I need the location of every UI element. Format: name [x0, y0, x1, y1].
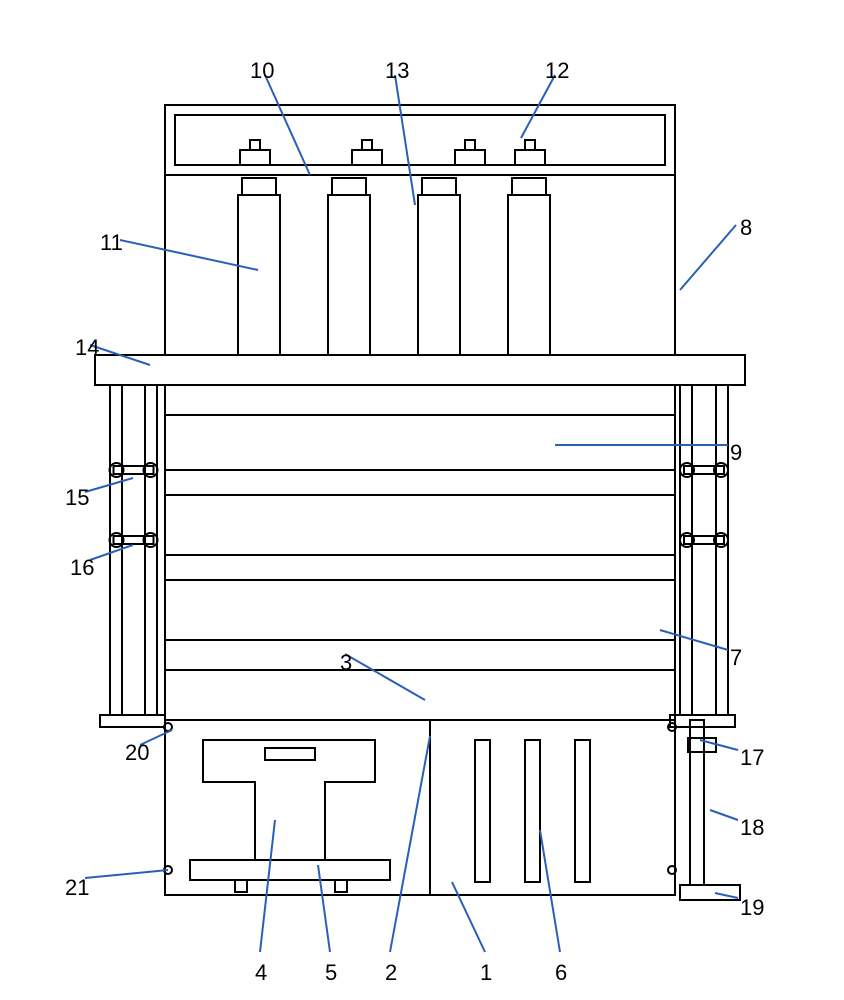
label-7: 7: [730, 645, 742, 671]
label-18: 18: [740, 815, 764, 841]
label-11: 11: [100, 230, 123, 256]
label-14: 14: [75, 335, 99, 361]
label-5: 5: [325, 960, 337, 986]
label-2: 2: [385, 960, 397, 986]
label-3: 3: [340, 650, 352, 676]
label-4: 4: [255, 960, 267, 986]
label-19: 19: [740, 895, 764, 921]
label-1: 1: [480, 960, 492, 986]
label-21: 21: [65, 875, 89, 901]
label-6: 6: [555, 960, 567, 986]
label-9: 9: [730, 440, 742, 466]
label-12: 12: [545, 58, 569, 84]
label-13: 13: [385, 58, 409, 84]
label-10: 10: [250, 58, 274, 84]
label-17: 17: [740, 745, 764, 771]
label-15: 15: [65, 485, 89, 511]
label-8: 8: [740, 215, 752, 241]
technical-diagram: [0, 0, 844, 1000]
label-16: 16: [70, 555, 94, 581]
label-20: 20: [125, 740, 149, 766]
